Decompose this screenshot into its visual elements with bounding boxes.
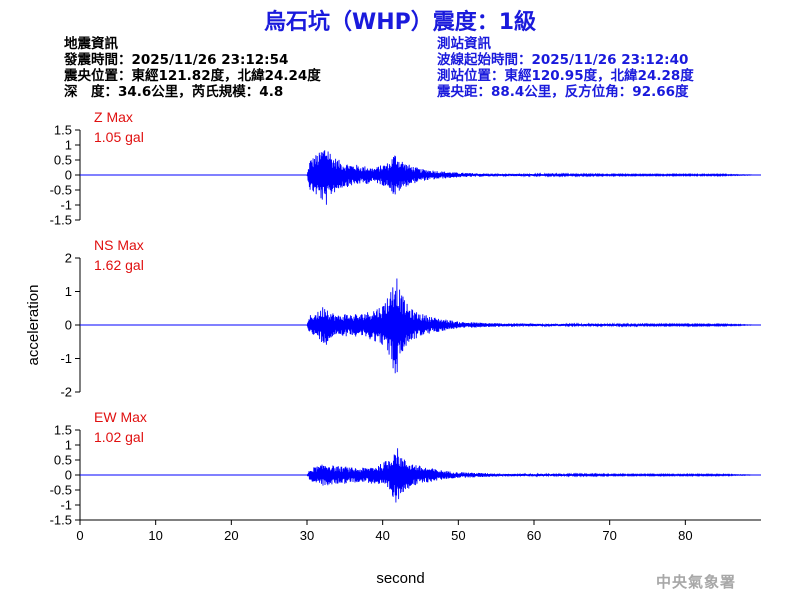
- y-tick-label: 1: [65, 138, 72, 153]
- quake-info-heading: 地震資訊: [64, 36, 118, 52]
- epicenter: 震央位置：東經121.82度，北緯24.24度: [64, 68, 321, 84]
- origin-time: 發震時間：2025/11/26 23:12:54: [64, 52, 289, 68]
- x-tick-label: 50: [451, 528, 465, 543]
- x-tick-label: 0: [76, 528, 83, 543]
- y-tick-label: -1: [60, 198, 72, 213]
- station-info: 測站資訊 波線起始時間：2025/11/26 23:12:40 測站位置：東經1…: [437, 36, 694, 100]
- distance-azimuth: 震央距：88.4公里，反方位角：92.66度: [437, 84, 689, 100]
- y-tick-label: 2: [65, 251, 72, 266]
- panel-ns: -2 -1 0 1 2 NS Max 1.62 gal acceleration: [25, 237, 761, 400]
- y-tick-label: -2: [60, 385, 72, 400]
- y-tick-label: -1: [60, 498, 72, 513]
- max-label: EW Max: [94, 409, 147, 425]
- y-tick-label: 1: [65, 284, 72, 299]
- y-tick-label: 0: [65, 468, 72, 483]
- station-location: 測站位置：東經120.95度，北緯24.28度: [437, 68, 694, 84]
- x-tick-label: 70: [602, 528, 616, 543]
- wave-start-time: 波線起始時間：2025/11/26 23:12:40: [437, 52, 689, 68]
- y-tick-label: -0.5: [50, 183, 72, 198]
- y-tick-label: -1.5: [50, 213, 72, 228]
- x-axis-label: second: [376, 570, 424, 587]
- quake-info: 地震資訊 發震時間：2025/11/26 23:12:54 震央位置：東經121…: [64, 36, 321, 100]
- max-label: Z Max: [94, 109, 133, 125]
- y-tick-label: 1: [65, 438, 72, 453]
- y-tick-label: 0: [65, 318, 72, 333]
- x-tick-label: 10: [148, 528, 162, 543]
- x-tick-label: 20: [224, 528, 238, 543]
- y-tick-label: 0: [65, 168, 72, 183]
- y-tick-label: 1.5: [54, 123, 72, 138]
- x-tick-label: 30: [300, 528, 314, 543]
- x-tick-label: 60: [527, 528, 541, 543]
- y-tick-label: -1: [60, 351, 72, 366]
- max-value: 1.02 gal: [94, 429, 144, 445]
- y-tick-label: -0.5: [50, 483, 72, 498]
- depth-magnitude: 深 度：34.6公里，芮氏規模：4.8: [64, 84, 284, 100]
- y-axis-label: acceleration: [25, 285, 42, 366]
- waveform-z: [80, 150, 752, 205]
- agency-watermark: 中央氣象署: [656, 573, 737, 591]
- x-tick-label: 40: [375, 528, 389, 543]
- waveform-ns: [80, 278, 752, 374]
- y-tick-label: -1.5: [50, 513, 72, 528]
- chart-title: 烏石坑（WHP）震度：1級: [263, 10, 537, 35]
- y-tick-label: 0.5: [54, 153, 72, 168]
- y-tick-label: 0.5: [54, 453, 72, 468]
- station-info-heading: 測站資訊: [437, 36, 491, 52]
- x-tick-label: 80: [678, 528, 692, 543]
- max-value: 1.05 gal: [94, 129, 144, 145]
- panel-z: -1.5-1-0.500.511.5 Z Max 1.05 gal: [50, 109, 761, 228]
- max-label: NS Max: [94, 237, 144, 253]
- waveform-ew: [80, 448, 752, 503]
- y-tick-label: 1.5: [54, 423, 72, 438]
- max-value: 1.62 gal: [94, 257, 144, 273]
